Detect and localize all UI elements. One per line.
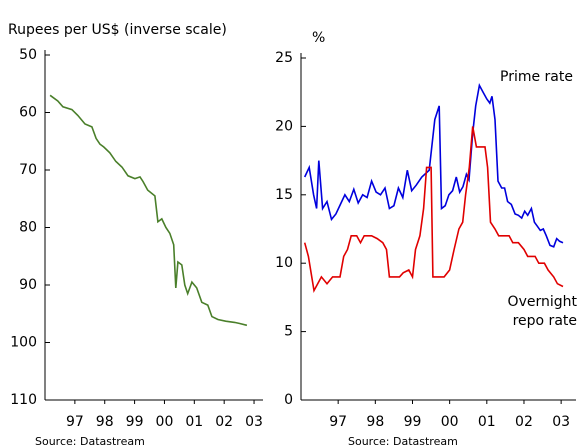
x-tick-label: 02 — [215, 414, 233, 430]
annotation: Prime rate — [500, 69, 573, 85]
axis-title: % — [312, 30, 325, 46]
x-tick-label: 03 — [552, 414, 570, 430]
source-note: Source: Datastream — [35, 435, 145, 448]
x-tick-label: 00 — [441, 414, 459, 430]
y-tick-label: 10 — [275, 255, 293, 271]
y-tick-label: 60 — [19, 105, 37, 121]
y-tick-label: 50 — [19, 47, 37, 63]
y-tick-label: 15 — [275, 187, 293, 203]
annotation: Overnight — [508, 294, 578, 310]
y-tick-label: 0 — [284, 392, 293, 408]
x-tick-label: 03 — [245, 414, 263, 430]
x-tick-label: 99 — [126, 414, 144, 430]
x-tick-label: 00 — [156, 414, 174, 430]
x-tick-label: 01 — [185, 414, 203, 430]
data-line — [49, 94, 248, 327]
x-tick-label: 02 — [515, 414, 533, 430]
data-line — [303, 83, 564, 248]
y-tick-label: 25 — [275, 50, 293, 66]
x-tick-label: 98 — [96, 414, 114, 430]
y-tick-label: 70 — [19, 162, 37, 178]
axis-title: Rupees per US$ (inverse scale) — [8, 22, 227, 38]
x-tick-label: 97 — [66, 414, 84, 430]
x-tick-label: 01 — [478, 414, 496, 430]
x-tick-label: 97 — [329, 414, 347, 430]
data-line — [303, 126, 564, 294]
x-tick-label: 99 — [404, 414, 422, 430]
x-tick-label: 98 — [366, 414, 384, 430]
y-tick-label: 20 — [275, 118, 293, 134]
y-tick-label: 90 — [19, 277, 37, 293]
annotation: repo rate — [513, 313, 577, 329]
y-tick-label: 5 — [284, 324, 293, 340]
y-tick-label: 100 — [10, 335, 37, 351]
y-tick-label: 80 — [19, 220, 37, 236]
y-tick-label: 110 — [10, 392, 37, 408]
source-note: Source: Datastream — [348, 435, 458, 448]
